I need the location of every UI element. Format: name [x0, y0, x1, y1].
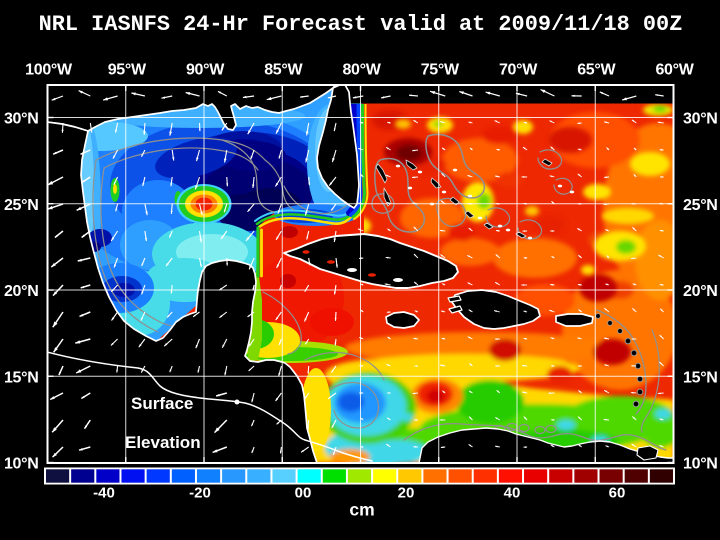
svg-text:20: 20	[398, 485, 415, 502]
svg-text:Surface: Surface	[131, 394, 193, 413]
svg-text:Elevation: Elevation	[125, 433, 201, 452]
svg-text:40: 40	[504, 485, 521, 502]
svg-text:NRL IASNFS 24-Hr Forecast val: NRL IASNFS 24-Hr Forecast valid at 2009/…	[39, 12, 683, 37]
svg-text:70°W: 70°W	[499, 62, 538, 79]
svg-text:60°W: 60°W	[655, 62, 694, 79]
svg-text:10°N: 10°N	[683, 456, 718, 473]
svg-text:00: 00	[295, 485, 312, 502]
svg-text:25°N: 25°N	[683, 197, 718, 214]
svg-text:-20: -20	[189, 485, 211, 502]
svg-text:60: 60	[609, 485, 626, 502]
svg-text:10°N: 10°N	[4, 456, 39, 473]
svg-text:75°W: 75°W	[421, 62, 460, 79]
svg-text:-40: -40	[93, 485, 115, 502]
svg-text:95°W: 95°W	[108, 62, 147, 79]
svg-text:90°W: 90°W	[186, 62, 225, 79]
svg-text:100°W: 100°W	[25, 62, 73, 79]
svg-text:30°N: 30°N	[4, 111, 39, 128]
svg-text:85°W: 85°W	[264, 62, 303, 79]
svg-text:80°W: 80°W	[342, 62, 381, 79]
svg-text:20°N: 20°N	[4, 283, 39, 300]
svg-text:15°N: 15°N	[683, 369, 718, 386]
svg-text:15°N: 15°N	[4, 369, 39, 386]
svg-text:20°N: 20°N	[683, 283, 718, 300]
svg-text:65°W: 65°W	[577, 62, 616, 79]
svg-text:30°N: 30°N	[683, 111, 718, 128]
svg-text:25°N: 25°N	[4, 197, 39, 214]
svg-text:cm: cm	[349, 500, 374, 520]
